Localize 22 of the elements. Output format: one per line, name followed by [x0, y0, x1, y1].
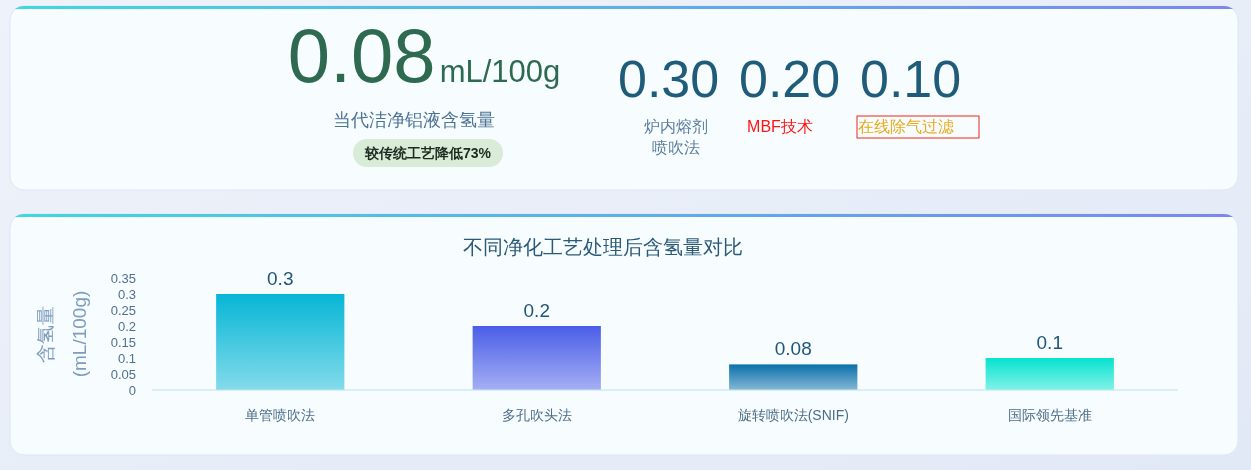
- y-tick-label: 0: [128, 382, 136, 398]
- bar: [216, 294, 345, 390]
- x-tick-label: 旋转喷吹法(SNIF): [737, 407, 849, 423]
- y-axis-title: 含氢量 (mL/100g): [35, 290, 90, 378]
- y-tick-label: 0.3: [117, 286, 136, 302]
- y-tick-label: 0.15: [110, 334, 136, 350]
- data-label: 0.2: [523, 300, 550, 321]
- bar: [472, 326, 601, 390]
- data-label: 0.1: [1036, 332, 1063, 353]
- data-label: 0.08: [774, 338, 812, 360]
- x-tick-label: 国际领先基准: [1007, 407, 1092, 423]
- x-tick-label: 多孔吹头法: [501, 407, 572, 423]
- data-label: 0.3: [267, 268, 294, 289]
- x-tick-label: 单管喷吹法: [245, 407, 316, 423]
- chart-title: 不同净化工艺处理后含氢量对比: [463, 236, 743, 258]
- bar: [729, 364, 858, 390]
- y-tick-label: 0.2: [117, 318, 136, 334]
- bar: [985, 358, 1114, 390]
- y-tick-label: 0.05: [110, 366, 136, 382]
- y-tick-label: 0.1: [117, 350, 136, 366]
- y-tick-label: 0.35: [110, 270, 136, 286]
- y-tick-label: 0.25: [110, 302, 136, 318]
